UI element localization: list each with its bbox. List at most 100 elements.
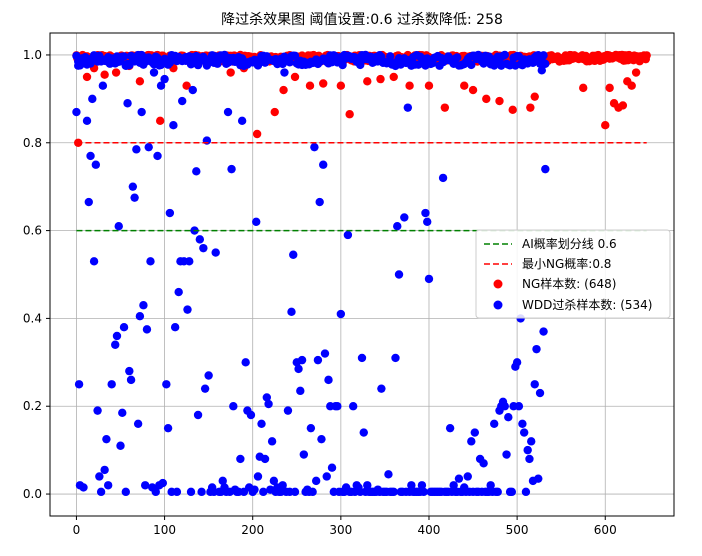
wdd-point — [308, 487, 317, 497]
series-wdd — [72, 50, 550, 497]
wdd-point — [393, 222, 402, 231]
wdd-point — [394, 270, 404, 279]
x-tick-label: 500 — [506, 523, 529, 537]
wdd-point — [178, 96, 187, 106]
wdd-point — [463, 472, 472, 481]
wdd-point — [384, 470, 393, 479]
plot-frame — [49, 32, 675, 517]
y-tick-label: 0.2 — [23, 399, 42, 413]
wdd-point — [149, 68, 159, 77]
wdd-point — [470, 428, 480, 437]
wdd-point — [454, 474, 464, 483]
wdd-point — [333, 402, 342, 411]
wdd-point — [338, 60, 347, 70]
legend-box — [475, 229, 671, 319]
wdd-point — [525, 454, 534, 464]
wdd-point — [377, 384, 386, 393]
chart-title: 降过杀效果图 阈值设置:0.6 过杀数降低: 258 — [221, 12, 503, 28]
wdd-point — [111, 340, 120, 349]
legend-label: WDD过杀样本数: (534) — [522, 297, 652, 312]
wdd-point — [156, 81, 166, 90]
ng-point — [495, 96, 504, 106]
ng-point — [100, 70, 109, 79]
ng-point — [376, 74, 385, 84]
wdd-point — [119, 322, 129, 332]
wdd-point — [84, 197, 93, 207]
wdd-point — [132, 145, 141, 154]
wdd-point — [146, 257, 155, 266]
wdd-point — [403, 103, 413, 112]
wdd-point — [527, 437, 536, 446]
wdd-point — [102, 434, 111, 444]
wdd-point — [96, 487, 106, 497]
ng-point — [642, 51, 651, 60]
ng-point — [226, 68, 235, 77]
wdd-point — [512, 358, 522, 367]
wdd-point — [389, 487, 398, 497]
ng-point — [405, 81, 414, 90]
wdd-point — [264, 399, 273, 409]
wdd-point — [296, 386, 305, 396]
wdd-point — [539, 51, 548, 60]
wdd-point — [445, 423, 455, 433]
wdd-point — [400, 213, 409, 222]
wdd-point — [211, 248, 220, 257]
wdd-point — [290, 487, 300, 497]
wdd-point — [311, 476, 321, 486]
wdd-point — [126, 375, 136, 385]
wdd-point — [315, 197, 324, 207]
wdd-point — [116, 441, 125, 450]
x-tick-label: 0 — [73, 523, 81, 537]
wdd-point — [541, 164, 550, 174]
wdd-point — [133, 419, 143, 428]
wdd-point — [185, 257, 194, 266]
ng-point — [460, 81, 469, 90]
wdd-point — [357, 353, 367, 363]
ng-point — [468, 85, 478, 95]
wdd-point — [142, 325, 152, 334]
wdd-point — [169, 121, 178, 130]
wdd-point — [93, 406, 102, 415]
wdd-point — [391, 353, 400, 363]
wdd-point — [100, 465, 109, 475]
wdd-point — [363, 481, 372, 490]
wdd-point — [319, 160, 328, 169]
wdd-point — [479, 459, 488, 468]
wdd-point — [359, 428, 368, 437]
wdd-point — [188, 85, 197, 95]
ng-point — [530, 92, 539, 101]
wdd-point — [236, 454, 245, 464]
wdd-point — [109, 55, 118, 64]
wdd-point — [507, 487, 517, 497]
wdd-point — [246, 410, 256, 420]
ng-point — [631, 68, 641, 77]
wdd-point — [287, 307, 296, 317]
wdd-point — [500, 50, 509, 60]
ng-point — [579, 83, 588, 93]
ng-point — [279, 85, 288, 95]
ng-point — [627, 81, 636, 90]
ng-point — [305, 81, 315, 90]
wdd-point — [490, 419, 499, 428]
wdd-point — [530, 380, 539, 389]
wdd-point — [417, 481, 427, 490]
axes: 0 100 200 300 400 500 600 0.0 0.2 0.4 0.6 0.8 1.0 — [23, 32, 675, 537]
wdd-point — [174, 287, 183, 297]
wdd-point — [452, 53, 462, 62]
wdd-point — [421, 208, 430, 218]
wdd-point — [165, 208, 175, 218]
wdd-point — [160, 74, 169, 84]
ng-point — [482, 94, 491, 104]
wdd-point — [294, 364, 303, 374]
wdd-point — [541, 59, 550, 69]
wdd-point — [72, 107, 81, 117]
y-tick-label: 0.6 — [23, 224, 42, 238]
legend-label: NG样本数: (648) — [522, 276, 616, 291]
wdd-point — [128, 182, 138, 191]
wdd-point — [260, 454, 270, 464]
x-tick-label: 100 — [153, 523, 176, 537]
wdd-point — [200, 384, 210, 393]
wdd-point — [223, 107, 233, 117]
wdd-point — [95, 472, 104, 481]
